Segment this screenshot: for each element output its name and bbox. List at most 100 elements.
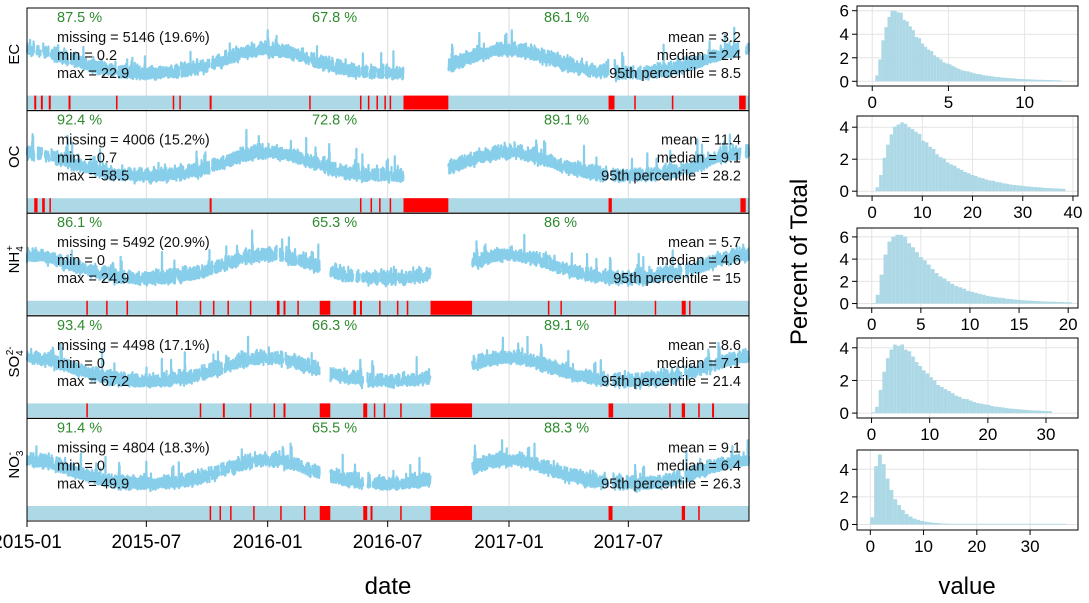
hist-bar: [965, 399, 969, 414]
hist-y-tick-label: 0: [840, 515, 849, 534]
hist-bar: [993, 297, 998, 304]
hist-bar: [1048, 301, 1053, 304]
hist-bar: [1050, 523, 1055, 525]
hist-y-tick-label: 0: [840, 72, 849, 91]
hist-x-tick-label: 20: [963, 203, 982, 222]
hist-bar: [1046, 523, 1051, 525]
ts-missing-mark: [608, 403, 614, 418]
hist-frame: [856, 337, 1079, 419]
hist-bar: [1049, 80, 1053, 82]
ts-stat-right: mean = 8.6: [668, 338, 741, 354]
hist-bar: [977, 523, 982, 525]
hist-bar: [1005, 183, 1010, 192]
ts-stat-left: max = 24.9: [57, 271, 129, 287]
ts-stat-left: max = 58.5: [57, 169, 129, 185]
hist-y-tick-label: 4: [840, 25, 849, 44]
ts-missing-mark: [367, 95, 370, 110]
hist-bar: [1001, 407, 1005, 414]
ts-missing-mark: [634, 95, 636, 110]
hist-x-tick-label: 5: [916, 315, 925, 334]
ts-panel-2: NH4+86.1 % 65.3 % 86 %missing = 5492 (20.9…: [5, 212, 750, 317]
hist-bar: [1019, 185, 1024, 192]
hist-bar: [966, 523, 971, 525]
hist-bar: [979, 403, 984, 414]
hist-frame: [856, 449, 1079, 531]
hist-bar: [907, 351, 912, 414]
hist-bar: [886, 144, 890, 192]
hist-bar: [988, 180, 992, 192]
ts-year-percent: 66.3 %: [312, 318, 357, 334]
ts-missing-mark: [106, 300, 108, 315]
hist-x-tick-label: 15: [1010, 315, 1029, 334]
hist-bar: [977, 293, 982, 304]
hist-bar: [1047, 188, 1052, 192]
hist-bar: [985, 75, 989, 82]
hist-bar: [1052, 80, 1056, 82]
hist-bar: [914, 362, 919, 414]
ts-missing-mark: [373, 403, 376, 418]
hist-bar: [1009, 78, 1013, 82]
hist-bar: [1019, 523, 1024, 525]
hist-bar: [1037, 410, 1042, 414]
ts-missing-mark: [86, 403, 88, 418]
hist-bar: [1068, 302, 1073, 304]
hist-bar: [968, 400, 973, 414]
hist-bar: [1026, 410, 1031, 414]
hist-bar: [918, 257, 923, 304]
hist-frame: [856, 5, 1079, 87]
hist-bar: [991, 180, 996, 192]
hist-bar: [945, 63, 949, 82]
hist-bar: [984, 179, 989, 192]
ts-series-line-SO42-: [25, 335, 750, 390]
ts-missing-mark: [698, 506, 700, 520]
hist-bar: [881, 464, 886, 525]
ts-missing-mark: [222, 403, 225, 418]
hist-bar: [1001, 298, 1006, 304]
hist-bar: [1058, 188, 1062, 192]
ts-year-percent: 86 %: [544, 215, 577, 231]
hist-bar: [950, 283, 955, 304]
hist-bar: [935, 154, 939, 192]
hist-bar: [883, 254, 888, 304]
hist-bar: [959, 169, 964, 192]
hist-bar: [978, 74, 982, 82]
hist-bar: [948, 64, 952, 82]
ts-stat-left: max = 49.9: [57, 476, 129, 492]
hist-bar: [1018, 78, 1022, 82]
hist-bar: [1023, 186, 1027, 192]
hist-bar: [949, 164, 953, 192]
hist-bar: [896, 124, 901, 192]
hist-bar: [1039, 79, 1043, 82]
ts-missing-mark: [249, 300, 252, 315]
ts-missing-mark: [49, 198, 51, 213]
hist-bar: [885, 358, 890, 414]
ts-missing-mark: [297, 300, 299, 315]
ts-stat-left: min = 0: [57, 356, 105, 372]
ts-stat-left: min = 0.7: [57, 151, 117, 167]
hist-bar: [875, 187, 880, 192]
ts-missing-mark: [403, 95, 449, 110]
ts-missing-mark: [389, 198, 392, 213]
hist-panel-0: 0 2 4 6 0 5 10: [840, 2, 1079, 112]
ts-x-tick-label: 2015-01: [0, 532, 62, 553]
hist-bar: [1062, 523, 1066, 525]
ts-x-axis-title: date: [365, 573, 412, 600]
hist-bar: [871, 412, 876, 414]
hist-y-tick-label: 2: [840, 371, 849, 390]
hist-bar: [1016, 523, 1020, 525]
ts-missing-mark: [370, 506, 373, 520]
ts-availability-bar: [27, 300, 749, 315]
hist-bar: [954, 67, 958, 82]
hist-bar: [945, 162, 950, 192]
ts-missing-mark: [283, 403, 286, 418]
hist-bar: [981, 523, 986, 525]
hist-bar: [1000, 77, 1004, 82]
ts-missing-mark: [126, 300, 129, 315]
hist-bar: [1033, 187, 1038, 192]
ts-missing-mark: [654, 300, 657, 315]
hist-bar: [1052, 301, 1057, 304]
hist-bar: [936, 384, 941, 414]
ts-year-percent: 89.1 %: [544, 318, 589, 334]
ts-series-line-NH4+: [25, 229, 750, 288]
hist-bar: [875, 294, 880, 304]
